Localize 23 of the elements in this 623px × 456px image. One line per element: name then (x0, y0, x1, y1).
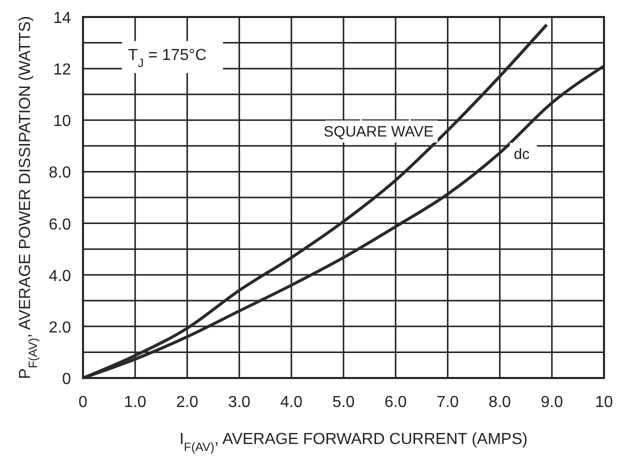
series-label: SQUARE WAVE (324, 123, 434, 140)
y-tick-label: 0 (62, 371, 72, 388)
y-tick-label: 8.0 (48, 164, 72, 182)
x-tick-label: 2.0 (176, 394, 198, 411)
y-tick-label: 2.0 (48, 319, 72, 336)
y-tick-label: 10 (53, 113, 72, 130)
x-tick-label: 4.0 (280, 394, 303, 411)
x-tick-label: 5.0 (332, 394, 355, 411)
y-tick-label: 14 (53, 10, 72, 27)
y-tick-label: 6.0 (48, 216, 72, 234)
x-tick-label: 7.0 (436, 394, 459, 411)
x-axis-title: I$_{F(AV)}$, AVERAGE FORWARD CURRENT (AMPS) (179, 431, 528, 454)
x-tick-label: 6.0 (384, 394, 407, 411)
annotation: T$_{J}$ = 175°C (128, 47, 207, 70)
x-tick-label: 3.0 (228, 394, 251, 411)
x-tick-label: 1.0 (124, 394, 146, 411)
x-tick-label: 10 (595, 394, 613, 411)
y-tick-label: 12 (53, 62, 72, 79)
x-tick-label: 0 (78, 394, 88, 411)
series-label: dc (514, 146, 530, 163)
x-tick-label: 9.0 (540, 394, 564, 411)
x-tick-label: 8.0 (488, 394, 512, 411)
y-tick-label: 4.0 (48, 268, 72, 285)
